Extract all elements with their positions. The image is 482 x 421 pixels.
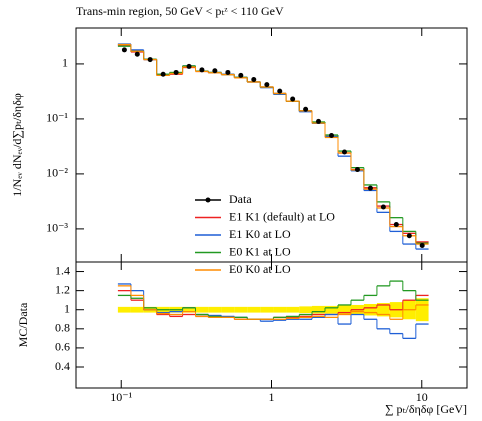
ratio-tick-label: 1.4 <box>55 263 70 277</box>
ratio-band <box>273 306 287 313</box>
y-tick-label: 10⁻² <box>46 166 68 180</box>
data-point <box>315 118 321 124</box>
data-point <box>419 242 425 248</box>
data-point <box>225 69 231 75</box>
x-tick-label: 1 <box>269 390 275 404</box>
ratio-tick-label: 0.4 <box>55 359 70 373</box>
y-tick-label: 10⁻³ <box>46 221 68 235</box>
ratio-band <box>286 306 300 313</box>
ratio-band <box>415 298 429 322</box>
data-point <box>303 106 309 112</box>
y-tick-label: 10⁻¹ <box>46 111 68 125</box>
ratio-band <box>299 306 312 314</box>
ratio-tick-label: 0.6 <box>55 340 70 354</box>
data-point <box>290 96 296 102</box>
ratio-band <box>182 306 196 313</box>
x-tick-label: 10⁻¹ <box>110 390 132 404</box>
ratio-band <box>117 306 131 313</box>
legend-label: E0 K1 at LO <box>229 244 291 258</box>
data-point <box>160 71 166 77</box>
ratio-band <box>337 304 351 315</box>
legend-label: E0 K0 at LO <box>229 262 291 276</box>
data-point <box>238 72 244 78</box>
data-point <box>341 149 347 155</box>
data-point <box>212 68 218 74</box>
x-tick-label: 10 <box>416 390 428 404</box>
data-point <box>406 233 412 239</box>
ratio-band <box>130 306 144 313</box>
ratio-frame <box>75 261 468 389</box>
ratio-band <box>311 305 325 314</box>
y-axis-label: 1/Nₑᵥ dNₑᵥ/d∑pₜ/δηδφ <box>10 93 24 197</box>
ratio-band <box>376 303 390 317</box>
data-point <box>264 82 270 88</box>
data-point <box>134 51 140 57</box>
ratio-band <box>221 306 235 313</box>
ratio-band <box>247 306 261 313</box>
data-point <box>328 132 334 138</box>
data-point <box>199 67 205 73</box>
y-tick-label: 1 <box>62 56 68 70</box>
ratio-tick-label: 1 <box>64 301 70 315</box>
data-point <box>173 69 179 75</box>
data-point <box>380 204 386 210</box>
data-point <box>277 88 283 94</box>
ratio-tick-label: 1.2 <box>55 282 70 296</box>
data-point <box>121 47 127 53</box>
legend-label: E1 K0 at LO <box>229 227 291 241</box>
x-axis-label: ∑ pₜ/δηδφ [GeV] <box>385 402 467 416</box>
ratio-band <box>324 305 338 314</box>
legend-label: Data <box>229 192 252 206</box>
data-point <box>147 57 153 63</box>
ratio-band <box>195 306 209 313</box>
data-point <box>251 77 257 83</box>
data-point <box>186 63 192 69</box>
ratio-axis-label: MC/Data <box>16 302 30 347</box>
chart-title: Trans-min region, 50 GeV < pₜᶻ < 110 GeV <box>76 4 284 18</box>
legend-label: E1 K1 (default) at LO <box>229 209 335 223</box>
data-point <box>393 222 399 228</box>
ratio-band <box>260 306 274 313</box>
ratio-band <box>234 306 248 313</box>
ratio-tick-label: 0.8 <box>55 321 70 335</box>
data-point <box>367 185 373 191</box>
ratio-band <box>208 306 222 313</box>
legend-marker <box>205 197 211 203</box>
data-point <box>354 167 360 173</box>
ratio-band <box>363 304 377 316</box>
